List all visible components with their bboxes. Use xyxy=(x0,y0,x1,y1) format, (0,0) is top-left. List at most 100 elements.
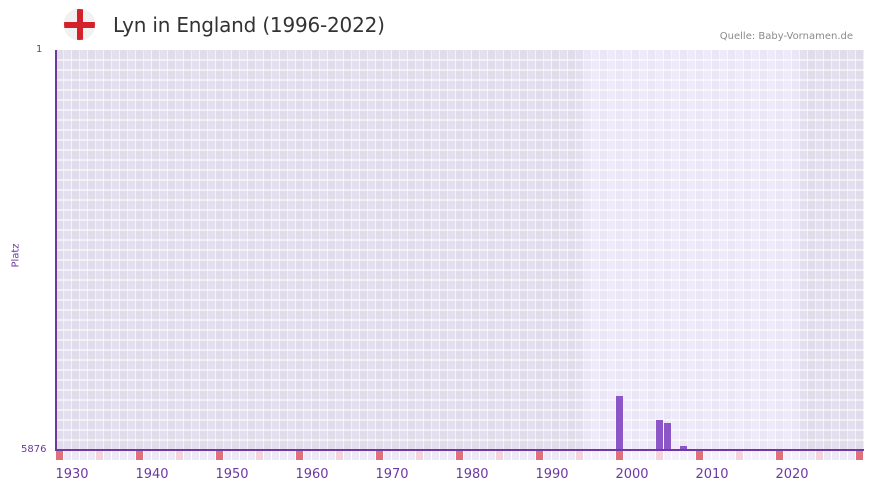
year-marker xyxy=(696,451,703,460)
year-marker xyxy=(760,451,767,460)
year-marker xyxy=(120,451,127,460)
year-marker xyxy=(704,451,711,460)
year-marker xyxy=(664,451,671,460)
year-marker xyxy=(208,451,215,460)
year-marker xyxy=(352,451,359,460)
x-axis-line xyxy=(55,449,864,451)
year-marker xyxy=(608,451,615,460)
year-marker xyxy=(712,451,719,460)
year-marker xyxy=(96,451,103,460)
year-marker xyxy=(416,451,423,460)
year-marker xyxy=(584,451,591,460)
y-axis-top-label: 1 xyxy=(36,44,43,55)
grid-line xyxy=(56,239,864,241)
year-marker xyxy=(312,451,319,460)
year-marker xyxy=(632,451,639,460)
x-tick-label: 1930 xyxy=(55,467,89,482)
year-marker xyxy=(400,451,407,460)
england-flag-icon xyxy=(64,9,95,40)
year-marker xyxy=(232,451,239,460)
grid-line xyxy=(56,169,864,171)
rank-bar-2006[interactable] xyxy=(664,422,671,450)
rank-bar-2008[interactable] xyxy=(680,445,687,450)
year-marker xyxy=(128,451,135,460)
year-marker xyxy=(288,451,295,460)
year-marker xyxy=(176,451,183,460)
year-marker xyxy=(520,451,527,460)
chart-title: Lyn in England (1996-2022) xyxy=(113,13,385,37)
year-marker xyxy=(568,451,575,460)
y-axis-bottom-label: 5876 xyxy=(21,444,47,455)
year-marker xyxy=(496,451,503,460)
x-tick-label: 1950 xyxy=(215,467,249,482)
grid-line xyxy=(56,119,864,121)
year-marker xyxy=(736,451,743,460)
rank-bar-2005[interactable] xyxy=(656,419,663,450)
grid-line xyxy=(56,379,864,381)
grid-line xyxy=(56,339,864,341)
grid-line xyxy=(56,159,864,161)
grid-line xyxy=(56,389,864,391)
plot-area xyxy=(56,50,864,450)
source-link[interactable]: Quelle: Baby-Vornamen.de xyxy=(719,31,853,42)
grid-line xyxy=(56,59,864,61)
year-marker xyxy=(504,451,511,460)
year-marker xyxy=(592,451,599,460)
year-marker xyxy=(152,451,159,460)
year-marker xyxy=(408,451,415,460)
grid-line xyxy=(56,89,864,91)
chart-header: Lyn in England (1996-2022) Quelle: Baby-… xyxy=(0,0,873,48)
grid-line xyxy=(56,429,864,431)
x-tick-label: 2000 xyxy=(615,467,649,482)
year-marker xyxy=(200,451,207,460)
grid-line xyxy=(56,109,864,111)
year-marker xyxy=(336,451,343,460)
year-marker xyxy=(440,451,447,460)
year-marker xyxy=(512,451,519,460)
grid-line xyxy=(56,199,864,201)
year-marker xyxy=(576,451,583,460)
year-marker xyxy=(728,451,735,460)
year-marker xyxy=(144,451,151,460)
year-marker xyxy=(680,451,687,460)
grid-line xyxy=(56,409,864,411)
year-marker xyxy=(88,451,95,460)
year-marker xyxy=(648,451,655,460)
grid-line xyxy=(56,149,864,151)
year-marker xyxy=(776,451,783,460)
year-marker xyxy=(224,451,231,460)
grid-line xyxy=(56,439,864,441)
grid-line xyxy=(56,209,864,211)
year-marker xyxy=(792,451,799,460)
year-marker xyxy=(112,451,119,460)
year-marker xyxy=(744,451,751,460)
year-marker xyxy=(472,451,479,460)
grid-line xyxy=(56,249,864,251)
year-marker xyxy=(784,451,791,460)
year-marker xyxy=(376,451,383,460)
year-marker xyxy=(800,451,807,460)
year-marker xyxy=(488,451,495,460)
grid-line xyxy=(56,399,864,401)
grid-line xyxy=(56,179,864,181)
year-marker xyxy=(544,451,551,460)
year-marker xyxy=(160,451,167,460)
year-marker xyxy=(464,451,471,460)
x-tick-label: 1940 xyxy=(135,467,169,482)
year-marker xyxy=(640,451,647,460)
year-marker xyxy=(552,451,559,460)
year-marker xyxy=(192,451,199,460)
year-marker xyxy=(840,451,847,460)
year-marker xyxy=(480,451,487,460)
grid-line xyxy=(56,309,864,311)
year-marker xyxy=(184,451,191,460)
grid-line xyxy=(56,259,864,261)
rank-bar-2000[interactable] xyxy=(616,396,623,450)
year-marker xyxy=(296,451,303,460)
year-marker xyxy=(856,451,863,460)
year-marker xyxy=(72,451,79,460)
year-marker xyxy=(368,451,375,460)
year-marker xyxy=(104,451,111,460)
year-marker xyxy=(320,451,327,460)
year-marker xyxy=(448,451,455,460)
